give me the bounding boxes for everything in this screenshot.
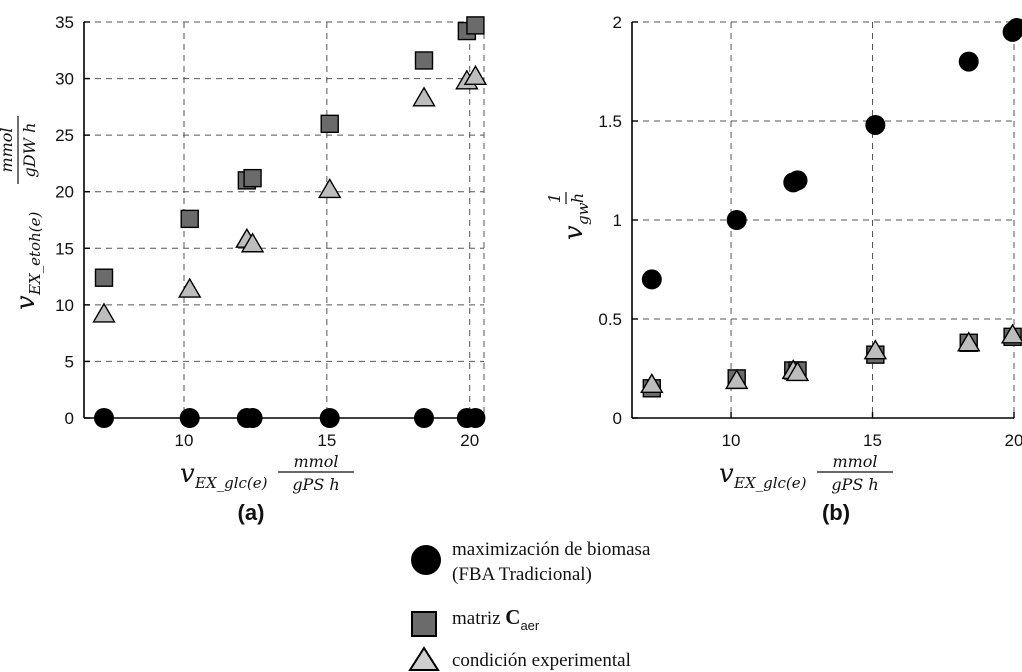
x-tick-label: 10 — [722, 431, 741, 450]
point-circle — [641, 269, 662, 290]
x-unit-numerator: mmol — [832, 452, 877, 471]
point-triangle — [240, 232, 265, 253]
point-square — [94, 268, 114, 287]
point-square — [466, 16, 485, 35]
y-axis-label: vgw 1 h — [545, 192, 592, 240]
x-axis-label: v — [180, 459, 195, 489]
y-tick-label: 0.5 — [598, 310, 622, 329]
x-tick-label: 15 — [317, 431, 336, 450]
x-tick-label: 20 — [460, 431, 479, 450]
point-triangle — [863, 339, 888, 360]
legend-label-matriz: matriz Caer — [452, 605, 540, 633]
y-axis-label-sub: EX_etoh(e) — [26, 212, 44, 296]
point-triangle — [412, 86, 436, 107]
point-triangle — [177, 277, 202, 298]
x-unit-denominator: gPS h — [831, 475, 878, 494]
y-tick-label: 2 — [613, 13, 622, 32]
point-triangle — [724, 368, 749, 390]
y-tick-label: 25 — [55, 126, 74, 145]
y-tick-label: 30 — [55, 70, 74, 89]
x-tick-label: 10 — [175, 431, 194, 450]
legend-square-marker — [411, 611, 437, 637]
y-axis-label-var: v — [11, 295, 41, 310]
point-triangle — [1000, 323, 1022, 344]
x-axis-label-sub: EX_glc(e) — [194, 474, 268, 492]
point-triangle — [640, 372, 664, 394]
point-circle — [94, 408, 114, 428]
y-tick-label: 1.5 — [598, 112, 622, 131]
point-triangle — [92, 302, 116, 323]
legend-label-experimental: condición experimental — [452, 650, 631, 671]
point-circle — [787, 170, 808, 191]
y-tick-label: 5 — [65, 352, 74, 371]
point-triangle — [785, 361, 810, 382]
y-unit-denominator: h — [568, 193, 587, 203]
point-triangle — [957, 331, 981, 352]
point-circle — [242, 408, 263, 428]
point-triangle — [317, 178, 342, 199]
x-unit-numerator: mmol — [293, 452, 338, 471]
legend-label-biomasa: maximización de biomasa — [452, 539, 651, 560]
y-axis-label: vEX_etoh(e) mmol gDW h — [0, 116, 44, 310]
y-tick-label: 35 — [55, 13, 74, 32]
legend-matriz-C: C — [505, 605, 520, 629]
point-square — [243, 168, 262, 188]
legend-triangle-marker — [408, 646, 440, 671]
point-circle — [958, 51, 979, 72]
point-circle — [465, 408, 486, 428]
point-circle — [865, 114, 886, 135]
point-circle — [1006, 17, 1022, 38]
point-triangle — [463, 64, 488, 86]
point-square — [320, 114, 339, 134]
y-axis-label-sub: gw — [574, 202, 592, 225]
point-circle — [414, 408, 434, 428]
y-unit-numerator: mmol — [0, 127, 16, 172]
point-square — [414, 51, 434, 70]
y-tick-label: 10 — [55, 296, 74, 315]
y-tick-label: 20 — [55, 183, 74, 202]
legend-circle-marker — [411, 545, 441, 575]
x-tick-label: 20 — [1005, 431, 1022, 450]
point-circle — [179, 408, 200, 428]
point-square — [180, 209, 199, 229]
y-tick-label: 0 — [65, 409, 74, 428]
y-tick-label: 0 — [613, 409, 622, 428]
y-unit-denominator: gDW h — [20, 123, 39, 178]
x-axis-label-sub: EX_glc(e) — [733, 474, 807, 492]
point-circle — [726, 210, 747, 230]
y-tick-label: 1 — [613, 211, 622, 230]
panel-caption: (a) — [238, 500, 265, 525]
legend-matriz-prefix: matriz — [452, 608, 505, 629]
y-tick-label: 15 — [55, 239, 74, 258]
y-axis-label-var: v — [559, 225, 589, 240]
point-circle — [319, 408, 340, 428]
x-axis-label: v — [719, 459, 734, 489]
y-unit-numerator: 1 — [545, 193, 564, 203]
legend-label-fba: (FBA Tradicional) — [452, 564, 592, 585]
x-unit-denominator: gPS h — [292, 475, 339, 494]
x-tick-label: 15 — [863, 431, 882, 450]
legend: maximización de biomasa (FBA Tradicional… — [408, 539, 651, 671]
legend-matriz-sub: aer — [520, 618, 539, 633]
panel-caption: (b) — [822, 500, 850, 525]
